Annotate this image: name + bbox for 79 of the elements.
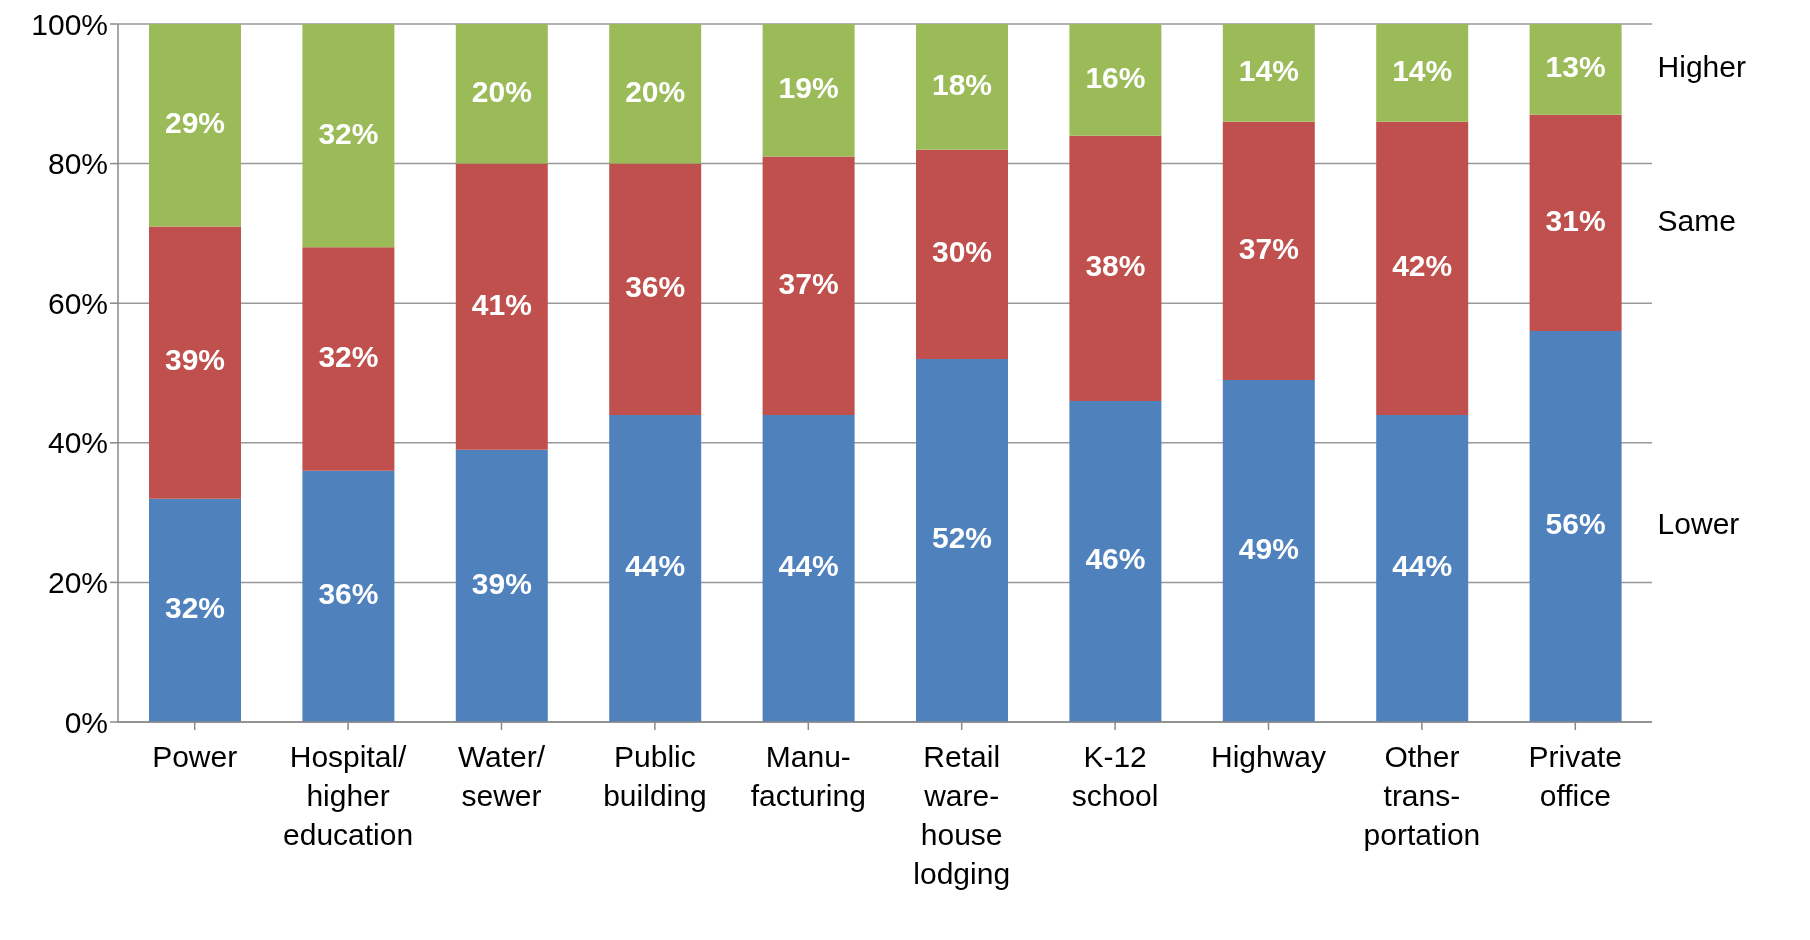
data-label: 30% [931,235,993,269]
bar [455,24,548,164]
bar [149,24,241,227]
data-label: 44% [625,549,686,583]
x-tick-label: Hospital/ higher education [283,740,414,851]
bar [1222,121,1315,380]
bar [1376,24,1469,122]
data-label: 38% [1085,249,1146,283]
bar [762,156,855,415]
data-label: 36% [625,270,686,304]
bar [1529,24,1622,115]
bar [1069,24,1162,136]
data-label: 41% [471,287,532,321]
data-label: 44% [1392,549,1453,583]
bar [1222,24,1315,122]
bar [609,414,702,722]
series-label: Lower [1657,507,1740,541]
y-tick-label: 0% [64,705,108,739]
data-label: 16% [1085,60,1146,94]
bar [1376,414,1469,722]
data-label: 13% [1545,50,1606,84]
data-label: 37% [1238,231,1299,265]
bar [762,414,855,722]
bar [149,498,241,722]
y-tick-label: 20% [47,566,108,600]
bar [455,163,548,450]
bar [302,24,395,248]
data-label: 36% [318,577,379,611]
data-label: 29% [164,106,226,140]
data-label: 32% [318,339,379,373]
data-label: 14% [1238,53,1299,87]
bar [1069,400,1162,722]
data-label: 31% [1545,203,1606,237]
data-label: 44% [778,549,839,583]
bar [1529,331,1622,722]
data-label: 42% [1392,249,1453,283]
bar [1529,114,1622,332]
data-label: 46% [1085,542,1146,576]
data-label: 49% [1238,531,1299,565]
x-tick-label: Highway [1210,740,1327,773]
data-label: 52% [931,521,993,555]
y-tick-label: 80% [47,147,108,181]
x-tick-label: Private office [1528,740,1622,812]
data-label: 20% [471,74,532,108]
bar [762,24,855,157]
data-label: 56% [1545,507,1606,541]
bar [455,449,548,722]
series-label: Same [1657,203,1736,237]
bar [1069,135,1162,401]
bar [916,24,1008,150]
data-label: 19% [778,71,839,105]
bar [302,470,395,722]
y-tick-label: 100% [31,7,108,41]
data-label: 39% [471,566,532,600]
x-tick-label: Retail ware- house lodging [913,740,1011,890]
bar [609,24,702,164]
x-tick-label: Other trans- portation [1363,740,1481,851]
data-label: 14% [1392,53,1453,87]
bar [149,226,241,499]
x-tick-label: Manu- facturing [750,740,866,812]
bar [1222,379,1315,722]
x-tick-label: Power [152,740,238,773]
data-label: 37% [778,266,839,300]
bar [609,163,702,415]
y-tick-label: 40% [47,426,108,460]
bar [1376,121,1469,415]
x-tick-label: Water/ sewer [457,740,546,812]
x-tick-label: Public building [603,740,707,812]
data-label: 39% [164,343,226,377]
x-tick-label: K-12 school [1071,740,1159,812]
data-label: 32% [164,591,226,625]
bar [916,149,1008,360]
series-label: Higher [1657,50,1746,84]
data-label: 20% [625,74,686,108]
y-tick-label: 60% [47,286,108,320]
data-label: 18% [931,67,993,101]
bar [916,359,1008,722]
data-label: 32% [318,116,379,150]
bar [302,247,395,471]
